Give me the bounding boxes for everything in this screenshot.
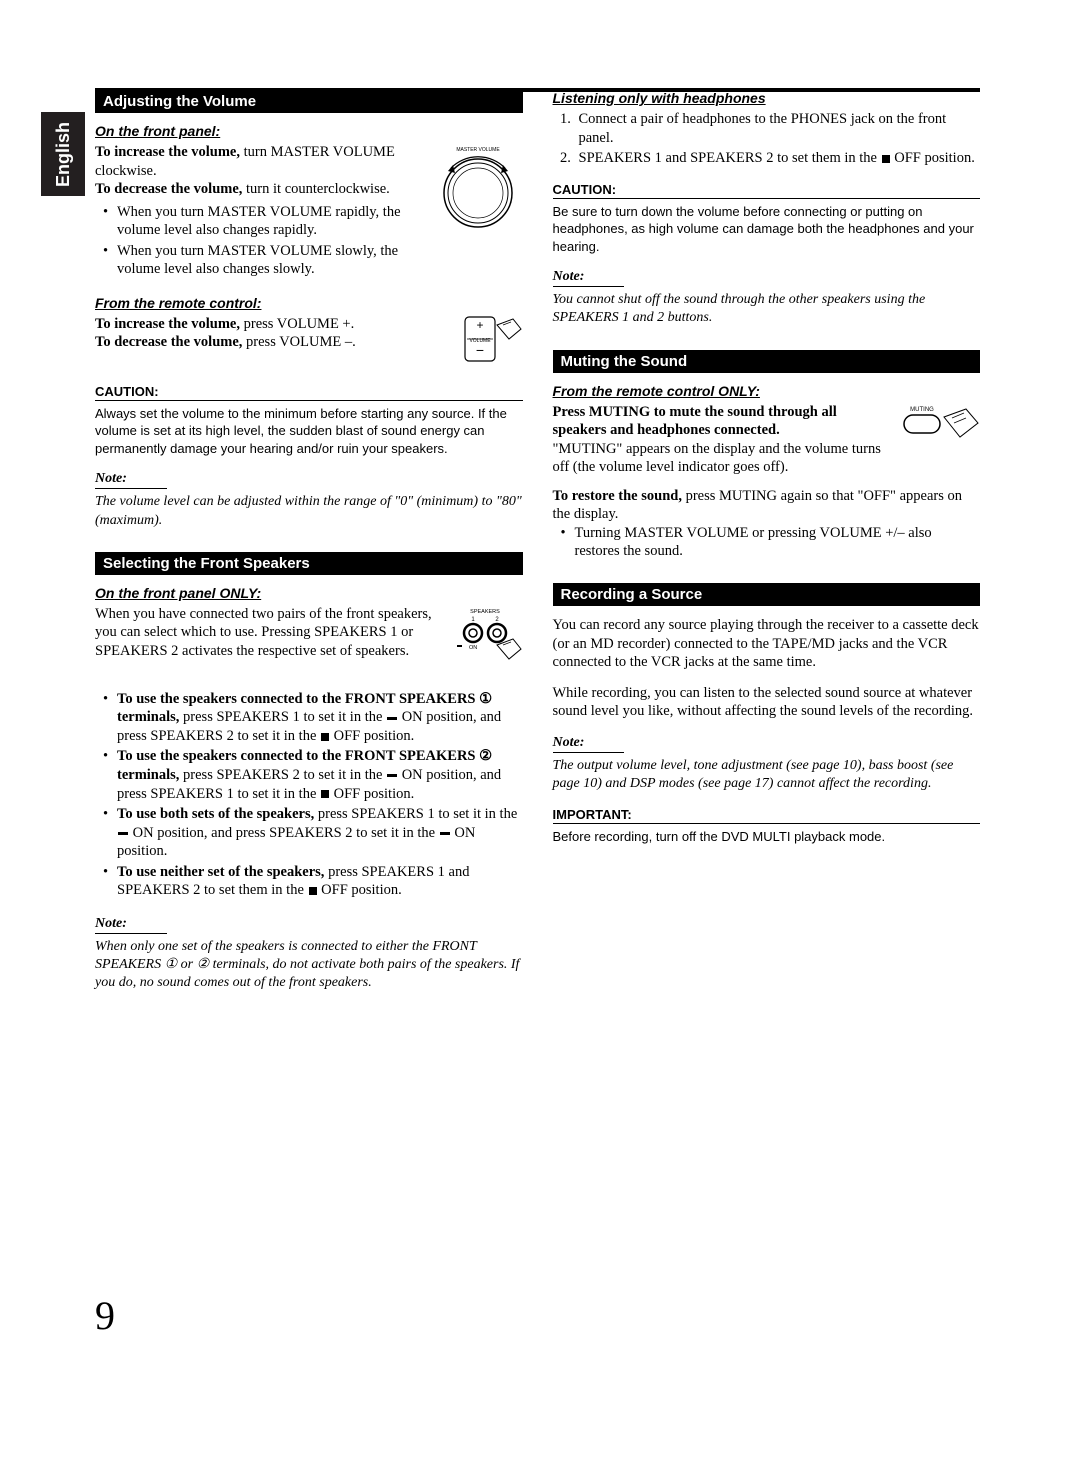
- note-label: Note:: [553, 735, 625, 753]
- subhead-remote-only: From the remote control ONLY:: [553, 383, 981, 399]
- subhead-front-only: On the front panel ONLY:: [95, 585, 523, 601]
- note-text: When only one set of the speakers is con…: [95, 938, 523, 993]
- remote-volume-icon: + VOLUME −: [463, 315, 523, 370]
- subhead-remote: From the remote control:: [95, 295, 523, 311]
- caution-label: CAUTION:: [95, 384, 523, 401]
- svg-text:2: 2: [495, 617, 499, 623]
- list-item: Connect a pair of headphones to the PHON…: [575, 110, 981, 147]
- bullet: To use the speakers connected to the FRO…: [107, 747, 523, 803]
- speakers-intro: When you have connected two pairs of the…: [95, 605, 445, 661]
- note-text: The output volume level, tone adjustment…: [553, 757, 981, 793]
- restore-text: To restore the sound, press MUTING again…: [553, 487, 981, 524]
- note-label: Note:: [553, 269, 625, 287]
- caution-label: CAUTION:: [553, 182, 981, 199]
- subhead-front-panel: On the front panel:: [95, 123, 523, 139]
- note-label: Note:: [95, 916, 167, 934]
- page-number: 9: [95, 1292, 115, 1339]
- section-recording: Recording a Source: [553, 583, 981, 606]
- page-content: Adjusting the Volume On the front panel:…: [95, 90, 980, 992]
- note-text: You cannot shut off the sound through th…: [553, 291, 981, 327]
- important-label: IMPORTANT:: [553, 807, 981, 824]
- recording-p2: While recording, you can listen to the s…: [553, 684, 981, 721]
- volume-front-text: To increase the volume, turn MASTER VOLU…: [95, 143, 425, 281]
- svg-text:1: 1: [471, 617, 475, 623]
- note-label: Note:: [95, 471, 167, 489]
- bullet: To use the speakers connected to the FRO…: [107, 690, 523, 746]
- svg-text:−: −: [475, 342, 483, 358]
- volume-knob-icon: MASTER VOLUME: [433, 143, 523, 238]
- language-label: English: [53, 121, 74, 186]
- muting-button-icon: MUTING: [900, 403, 980, 458]
- subhead-headphones: Listening only with headphones: [553, 90, 981, 106]
- list-item: SPEAKERS 1 and SPEAKERS 2 to set them in…: [575, 149, 981, 168]
- muting-text: Press MUTING to mute the sound through a…: [553, 403, 893, 477]
- left-column: Adjusting the Volume On the front panel:…: [95, 90, 523, 992]
- bullet: When you turn MASTER VOLUME slowly, the …: [107, 242, 425, 279]
- bullet: Turning MASTER VOLUME or pressing VOLUME…: [565, 524, 981, 561]
- caution-text: Be sure to turn down the volume before c…: [553, 203, 981, 256]
- recording-p1: You can record any source playing throug…: [553, 616, 981, 672]
- svg-text:ON: ON: [469, 645, 477, 651]
- language-tab: English: [41, 112, 85, 196]
- speakers-buttons-icon: SPEAKERS 1 2 ON: [453, 605, 523, 680]
- bullet: To use both sets of the speakers, press …: [107, 805, 523, 861]
- bullet: When you turn MASTER VOLUME rapidly, the…: [107, 203, 425, 240]
- caution-text: Always set the volume to the minimum bef…: [95, 405, 523, 458]
- note-text: The volume level can be adjusted within …: [95, 493, 523, 529]
- svg-text:SPEAKERS: SPEAKERS: [470, 609, 500, 615]
- right-column: Listening only with headphones Connect a…: [553, 90, 981, 992]
- section-selecting-speakers: Selecting the Front Speakers: [95, 552, 523, 575]
- section-adjusting-volume: Adjusting the Volume: [95, 90, 523, 113]
- section-muting: Muting the Sound: [553, 350, 981, 373]
- speaker-bullets: To use the speakers connected to the FRO…: [95, 690, 523, 900]
- bullet: To use neither set of the speakers, pres…: [107, 863, 523, 900]
- headphone-steps: Connect a pair of headphones to the PHON…: [553, 110, 981, 168]
- svg-text:+: +: [476, 318, 483, 332]
- svg-text:MUTING: MUTING: [910, 407, 934, 413]
- knob-label: MASTER VOLUME: [456, 147, 500, 153]
- volume-remote-text: To increase the volume, press VOLUME +. …: [95, 315, 455, 352]
- important-text: Before recording, turn off the DVD MULTI…: [553, 828, 981, 846]
